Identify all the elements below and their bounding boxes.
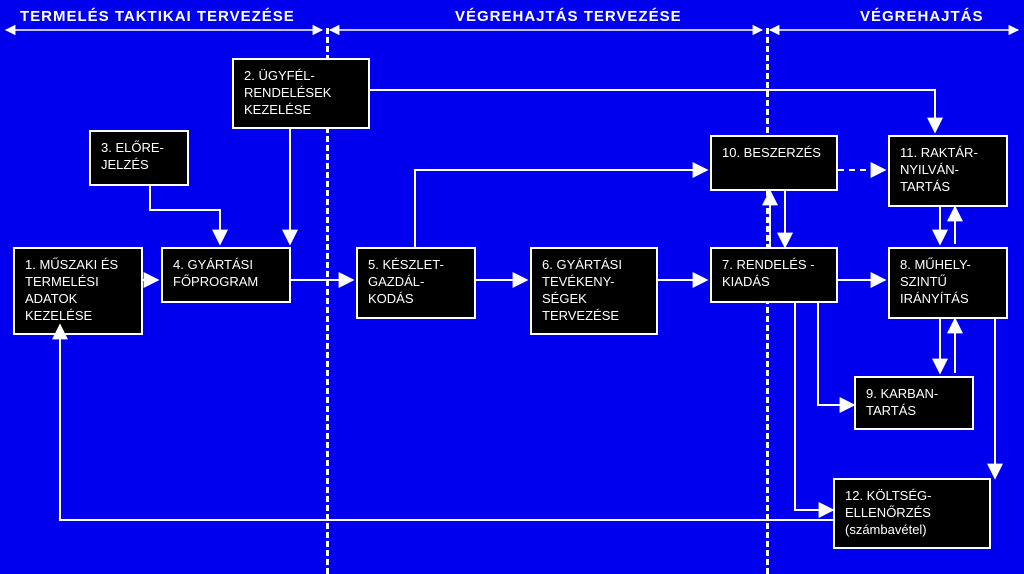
section-header-1: TERMELÉS TAKTIKAI TERVEZÉSE <box>20 8 295 25</box>
node-4: 4. GYÁRTÁSI FŐPROGRAM <box>161 247 291 303</box>
node-8: 8. MŰHELY- SZINTŰ IRÁNYÍTÁS <box>888 247 1008 319</box>
node-11: 11. RAKTÁR- NYILVÁN- TARTÁS <box>888 135 1008 207</box>
node-3: 3. ELŐRE- JELZÉS <box>89 130 189 186</box>
node-5: 5. KÉSZLET- GAZDÁL- KODÁS <box>356 247 476 319</box>
node-9: 9. KARBAN- TARTÁS <box>854 376 974 430</box>
node-7: 7. RENDELÉS - KIADÁS <box>710 247 838 303</box>
node-6: 6. GYÁRTÁSI TEVÉKENY- SÉGEK TERVEZÉSE <box>530 247 658 335</box>
node-1: 1. MŰSZAKI ÉS TERMELÉSI ADATOK KEZELÉSE <box>13 247 143 335</box>
node-2: 2. ÜGYFÉL- RENDELÉSEK KEZELÉSE <box>232 58 370 129</box>
node-12: 12. KÖLTSÉG- ELLENŐRZÉS (számbavétel) <box>833 478 991 549</box>
node-10: 10. BESZERZÉS <box>710 135 838 191</box>
section-header-2: VÉGREHAJTÁS TERVEZÉSE <box>455 8 682 25</box>
section-header-3: VÉGREHAJTÁS <box>860 8 984 25</box>
